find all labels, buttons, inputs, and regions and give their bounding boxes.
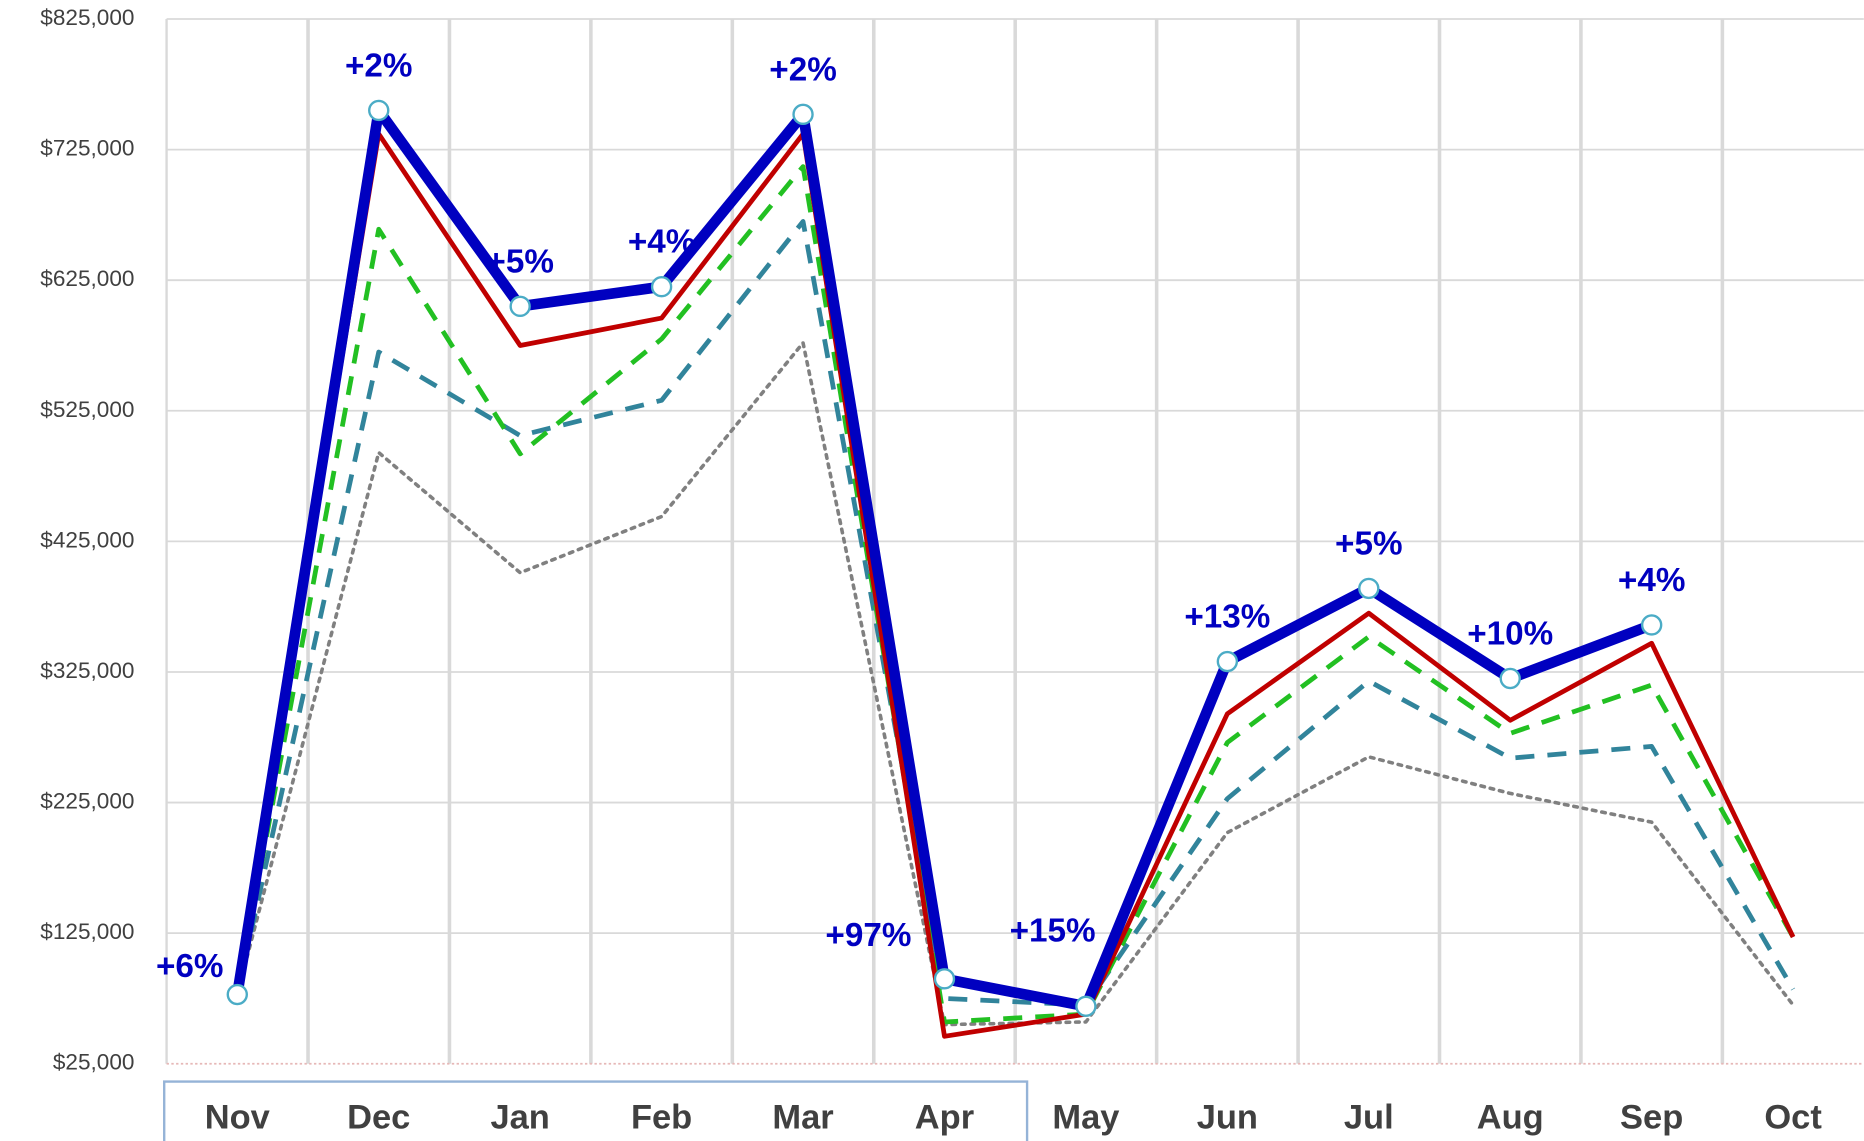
y-tick-label: $25,000 (53, 1050, 135, 1075)
x-tick-label: Aug (1477, 1099, 1544, 1137)
x-tick-label: Dec (347, 1099, 410, 1137)
change-label: +2% (769, 51, 837, 88)
change-label: +13% (1184, 599, 1270, 636)
y-tick-label: $725,000 (40, 136, 134, 161)
x-tick-label: Jan (490, 1099, 549, 1137)
x-tick-label: Jul (1344, 1099, 1394, 1137)
change-label: +4% (628, 224, 696, 261)
y-tick-label: $525,000 (40, 397, 134, 422)
series-line (234, 164, 1796, 1025)
x-tick-label: Jun (1197, 1099, 1258, 1137)
point-marker (226, 983, 248, 1006)
series-line (234, 219, 1796, 1008)
x-tick-label: Oct (1764, 1099, 1822, 1137)
change-label: +15% (1010, 912, 1096, 949)
point-marker (1358, 577, 1380, 600)
x-tick-label: Feb (631, 1099, 692, 1137)
y-tick-label: $325,000 (40, 658, 134, 683)
x-tick-label: Sep (1620, 1099, 1683, 1137)
x-tick-label: Apr (915, 1099, 974, 1137)
point-marker (933, 968, 956, 990)
point-marker (1640, 614, 1663, 636)
y-tick-label: $225,000 (40, 789, 134, 814)
series-line (234, 131, 1796, 1039)
y-tick-label: $825,000 (40, 5, 134, 30)
point-marker (1216, 650, 1239, 673)
series-line (235, 341, 1795, 1027)
change-label: +97% (825, 917, 911, 954)
change-label: +5% (486, 243, 554, 280)
x-tick-label: Nov (205, 1099, 271, 1137)
x-tick-label: Mar (772, 1099, 833, 1137)
x-tick-label: May (1052, 1099, 1119, 1137)
change-label: +5% (1335, 525, 1403, 562)
y-tick-label: $625,000 (40, 266, 134, 291)
change-label: +2% (345, 47, 413, 84)
point-marker (368, 99, 390, 122)
y-tick-label: $425,000 (40, 527, 134, 552)
point-marker (1499, 667, 1521, 690)
change-label: +6% (156, 948, 224, 985)
point-marker (1075, 995, 1097, 1017)
point-marker (509, 295, 531, 318)
point-marker (792, 103, 814, 126)
category-group-box (163, 1080, 1029, 1141)
point-marker (650, 276, 673, 298)
change-label: +10% (1467, 615, 1553, 652)
change-label: +4% (1618, 562, 1686, 599)
y-tick-label: $125,000 (40, 919, 134, 944)
